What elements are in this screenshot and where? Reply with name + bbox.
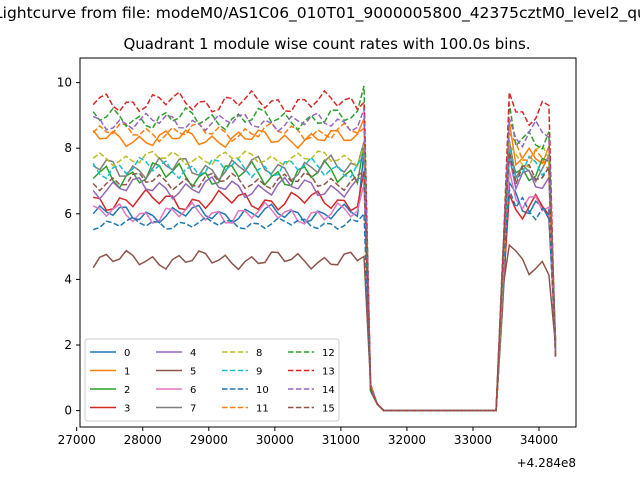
legend-label-14: 14 xyxy=(322,385,335,396)
y-tick-label: 2 xyxy=(64,338,72,352)
series-line-13 xyxy=(92,89,557,412)
figure-suptitle: Lightcurve from file: modeM0/AS1C06_010T… xyxy=(0,4,640,28)
x-tick-label: 28000 xyxy=(124,433,162,447)
legend-label-12: 12 xyxy=(322,348,335,359)
legend-label-2: 2 xyxy=(124,385,130,396)
x-tick-label: 32000 xyxy=(388,433,426,447)
legend-label-13: 13 xyxy=(322,367,335,378)
legend-label-1: 1 xyxy=(124,367,130,378)
y-tick-label: 8 xyxy=(64,141,72,155)
legend-label-0: 0 xyxy=(124,348,130,359)
x-tick-label: 33000 xyxy=(454,433,492,447)
legend-label-15: 15 xyxy=(322,404,335,415)
axes-frame xyxy=(79,57,577,428)
legend-label-4: 4 xyxy=(190,348,196,359)
series-line-15 xyxy=(92,151,557,412)
legend-label-8: 8 xyxy=(256,348,262,359)
legend-box xyxy=(84,338,340,422)
series-line-14 xyxy=(92,108,557,412)
legend-label-5: 5 xyxy=(190,367,196,378)
x-tick-label: 31000 xyxy=(322,433,360,447)
suptitle-text: Lightcurve from file: modeM0/AS1C06_010T… xyxy=(0,4,640,22)
y-tick-label: 6 xyxy=(64,207,72,221)
chart-title: Quadrant 1 module wise count rates with … xyxy=(123,35,531,53)
x-tick-label: 34000 xyxy=(520,433,558,447)
y-tick-label: 4 xyxy=(64,272,72,286)
legend-label-11: 11 xyxy=(256,404,269,415)
legend-label-7: 7 xyxy=(190,404,196,415)
series-lines xyxy=(92,85,557,412)
legend-label-10: 10 xyxy=(256,385,269,396)
legend-label-6: 6 xyxy=(190,385,196,396)
y-tick-label: 0 xyxy=(64,404,72,418)
legend-label-3: 3 xyxy=(124,404,130,415)
x-tick-label: 27000 xyxy=(58,433,96,447)
x-axis-ticks: 27000 28000 29000 30000 31000 32000 33000 34000 xyxy=(58,427,558,447)
x-tick-label: 30000 xyxy=(256,433,294,447)
x-offset-label: +4.284e8 xyxy=(517,456,576,470)
legend-label-9: 9 xyxy=(256,367,262,378)
y-axis-ticks: 0 2 4 6 8 10 xyxy=(57,76,80,418)
series-line-11 xyxy=(92,121,557,412)
x-tick-label: 29000 xyxy=(190,433,228,447)
y-tick-label: 10 xyxy=(57,76,72,90)
